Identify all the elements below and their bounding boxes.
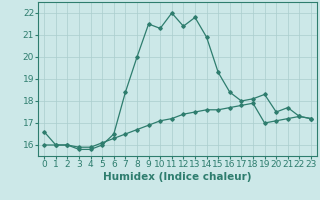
X-axis label: Humidex (Indice chaleur): Humidex (Indice chaleur) <box>103 172 252 182</box>
